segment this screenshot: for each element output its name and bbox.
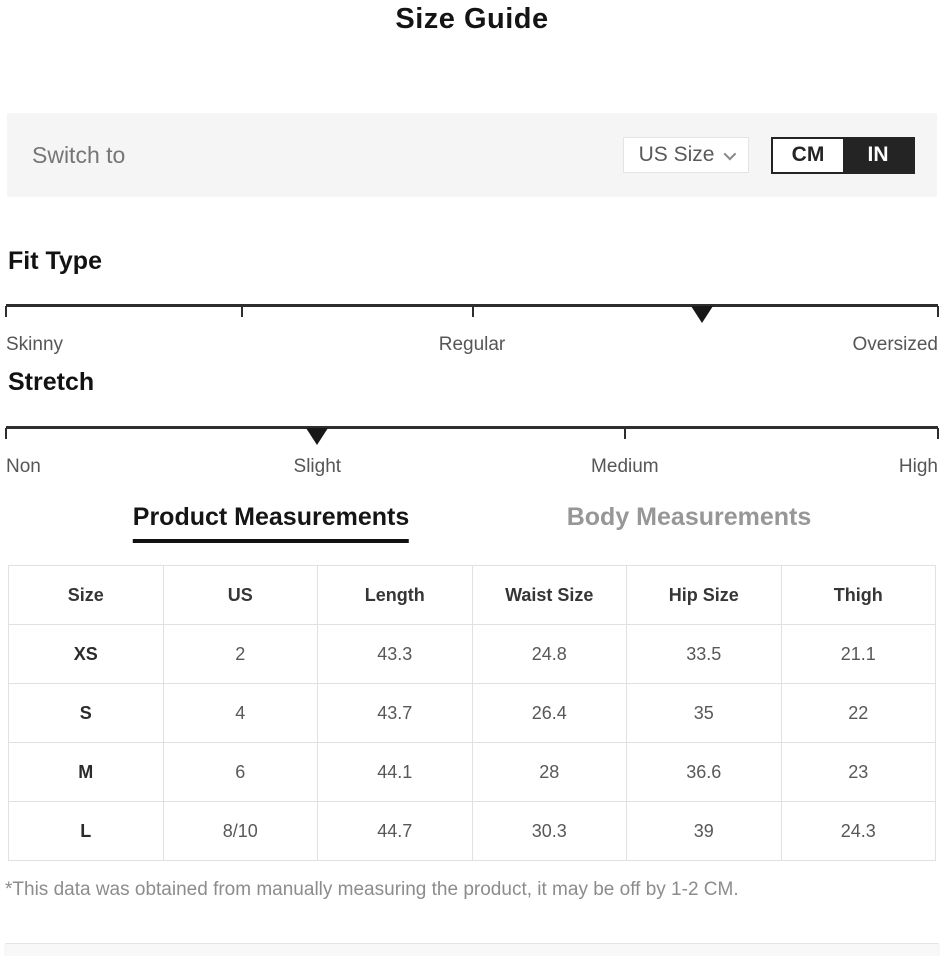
measurement-cell: 44.1 bbox=[317, 742, 473, 802]
size-system-value: US Size bbox=[638, 143, 715, 166]
measurement-cell: 21.1 bbox=[780, 624, 936, 684]
size-label-cell: S bbox=[8, 683, 164, 743]
switch-controls: US Size CM IN bbox=[623, 136, 915, 174]
measurement-cell: 28 bbox=[471, 742, 627, 802]
tab-product-measurements[interactable]: Product Measurements bbox=[132, 503, 410, 543]
column-header-waist-size: Waist Size bbox=[471, 565, 627, 625]
unit-toggle: CM IN bbox=[771, 136, 915, 174]
unit-option-cm[interactable]: CM bbox=[773, 138, 843, 172]
footnote: *This data was obtained from manually me… bbox=[5, 879, 739, 900]
size-system-dropdown[interactable]: US Size bbox=[623, 137, 749, 173]
column-header-size: Size bbox=[8, 565, 164, 625]
fit-type-tick bbox=[240, 306, 243, 317]
bottom-section-edge bbox=[4, 943, 940, 956]
unit-option-in[interactable]: IN bbox=[843, 138, 913, 172]
measurement-cell: 8/10 bbox=[162, 801, 318, 861]
stretch-label-medium: Medium bbox=[591, 456, 659, 477]
measurement-cell: 22 bbox=[780, 683, 936, 743]
stretch-label-high: High bbox=[898, 456, 938, 477]
stretch-line bbox=[6, 426, 938, 429]
column-header-us: US bbox=[162, 565, 318, 625]
measurement-cell: 43.7 bbox=[317, 683, 473, 743]
fit-type-heading: Fit Type bbox=[8, 247, 102, 275]
fit-type-line bbox=[6, 304, 938, 307]
measurement-cell: 23 bbox=[780, 742, 936, 802]
measurement-cell: 24.3 bbox=[780, 801, 936, 861]
table-header-row: Size US Length Waist Size Hip Size Thigh bbox=[8, 565, 936, 625]
measurement-cell: 33.5 bbox=[626, 624, 782, 684]
measurement-cell: 4 bbox=[162, 683, 318, 743]
stretch-label-slight: Slight bbox=[293, 456, 342, 477]
stretch-heading: Stretch bbox=[8, 368, 95, 396]
stretch-label-non: Non bbox=[6, 456, 41, 477]
size-label-cell: XS bbox=[8, 624, 164, 684]
fit-type-marker-icon bbox=[691, 306, 714, 323]
measurement-cell: 39 bbox=[626, 801, 782, 861]
table-row: S 4 43.7 26.4 35 22 bbox=[8, 683, 936, 743]
measurement-cell: 2 bbox=[162, 624, 318, 684]
measurement-cell: 35 bbox=[626, 683, 782, 743]
fit-type-tick bbox=[5, 306, 7, 317]
switch-to-label: Switch to bbox=[32, 141, 126, 168]
measurements-table: Size US Length Waist Size Hip Size Thigh XS 2 43… bbox=[8, 565, 936, 861]
table-row: XS 2 43.3 24.8 33.5 21.1 bbox=[8, 624, 936, 684]
measurement-cell: 43.3 bbox=[317, 624, 473, 684]
stretch-tick bbox=[937, 428, 939, 439]
measurement-cell: 6 bbox=[162, 742, 318, 802]
measurement-cell: 36.6 bbox=[626, 742, 782, 802]
chevron-down-icon bbox=[723, 147, 737, 160]
measurement-cell: 26.4 bbox=[471, 683, 627, 743]
switch-bar: Switch to US Size CM IN bbox=[7, 113, 937, 197]
stretch-marker-icon bbox=[306, 428, 329, 445]
fit-type-slider: Skinny Regular Oversized bbox=[5, 304, 939, 364]
column-header-length: Length bbox=[317, 565, 473, 625]
size-label-cell: M bbox=[8, 742, 164, 802]
fit-type-label-regular: Regular bbox=[438, 334, 506, 355]
page-title: Size Guide bbox=[395, 3, 549, 35]
tab-body-measurements[interactable]: Body Measurements bbox=[566, 503, 812, 531]
table-row: M 6 44.1 28 36.6 23 bbox=[8, 742, 936, 802]
measurement-cell: 44.7 bbox=[317, 801, 473, 861]
fit-type-tick bbox=[937, 306, 939, 317]
fit-type-label-skinny: Skinny bbox=[6, 334, 64, 355]
stretch-slider: Non Slight Medium High bbox=[5, 426, 939, 486]
fit-type-label-oversized: Oversized bbox=[852, 334, 938, 355]
column-header-hip-size: Hip Size bbox=[626, 565, 782, 625]
stretch-tick bbox=[623, 428, 626, 439]
measurement-cell: 24.8 bbox=[471, 624, 627, 684]
measurement-tabs: Product Measurements Body Measurements bbox=[0, 503, 944, 549]
stretch-tick bbox=[5, 428, 7, 439]
size-label-cell: L bbox=[8, 801, 164, 861]
fit-type-tick bbox=[471, 306, 474, 317]
table-row: L 8/10 44.7 30.3 39 24.3 bbox=[8, 801, 936, 861]
column-header-thigh: Thigh bbox=[780, 565, 936, 625]
measurement-cell: 30.3 bbox=[471, 801, 627, 861]
